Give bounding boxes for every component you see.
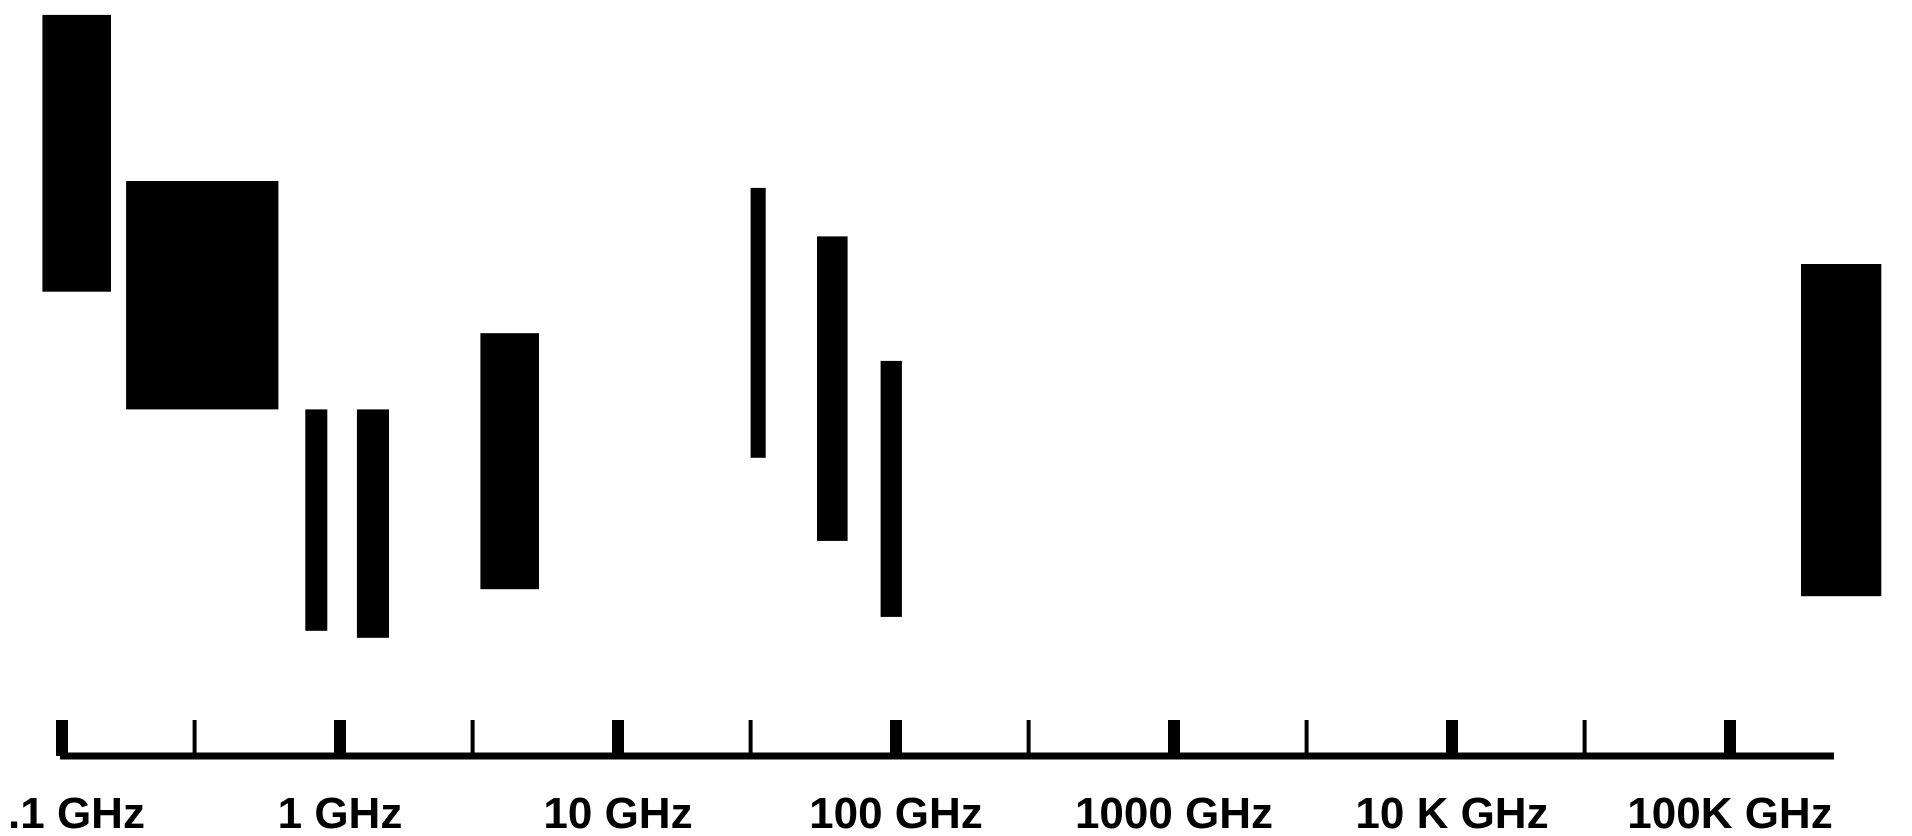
x-tick-label-7: 100K GHz xyxy=(1627,789,1832,836)
minor-tick-4 xyxy=(1026,720,1031,756)
band-bar-1 xyxy=(42,14,111,292)
band-bar-3 xyxy=(305,409,328,631)
x-tick-label-4: 100 GHz xyxy=(809,789,983,836)
minor-tick-6 xyxy=(1582,720,1587,756)
band-bar-9 xyxy=(1801,264,1882,597)
band-bar-4 xyxy=(356,409,389,638)
minor-tick-2 xyxy=(470,720,475,756)
band-bar-8 xyxy=(880,360,902,617)
major-tick-5 xyxy=(1168,720,1180,756)
major-tick-2 xyxy=(334,720,346,756)
band-bar-7 xyxy=(817,236,848,541)
tick-labels-layer: .1 GHz 1 GHz 10 GHz 100 GHz 1000 GHz 10 K GHz… xyxy=(8,789,1833,836)
major-tick-3 xyxy=(612,720,624,756)
x-tick-label-2: 1 GHz xyxy=(278,789,403,836)
band-bar-2 xyxy=(126,181,279,410)
band-bar-5 xyxy=(480,333,539,590)
x-tick-label-6: 10 K GHz xyxy=(1355,789,1548,836)
ticks-layer xyxy=(56,720,1736,756)
major-tick-7 xyxy=(1724,720,1736,756)
minor-tick-5 xyxy=(1304,720,1309,756)
major-tick-6 xyxy=(1446,720,1458,756)
major-tick-4 xyxy=(890,720,902,756)
x-tick-label-3: 10 GHz xyxy=(543,789,692,836)
band-bar-6 xyxy=(750,187,766,458)
x-tick-label-5: 1000 GHz xyxy=(1075,789,1273,836)
major-tick-1 xyxy=(56,720,68,756)
x-tick-label-1: .1 GHz xyxy=(8,789,145,836)
bars-layer xyxy=(42,14,1882,638)
minor-tick-1 xyxy=(192,720,197,756)
minor-tick-3 xyxy=(748,720,753,756)
